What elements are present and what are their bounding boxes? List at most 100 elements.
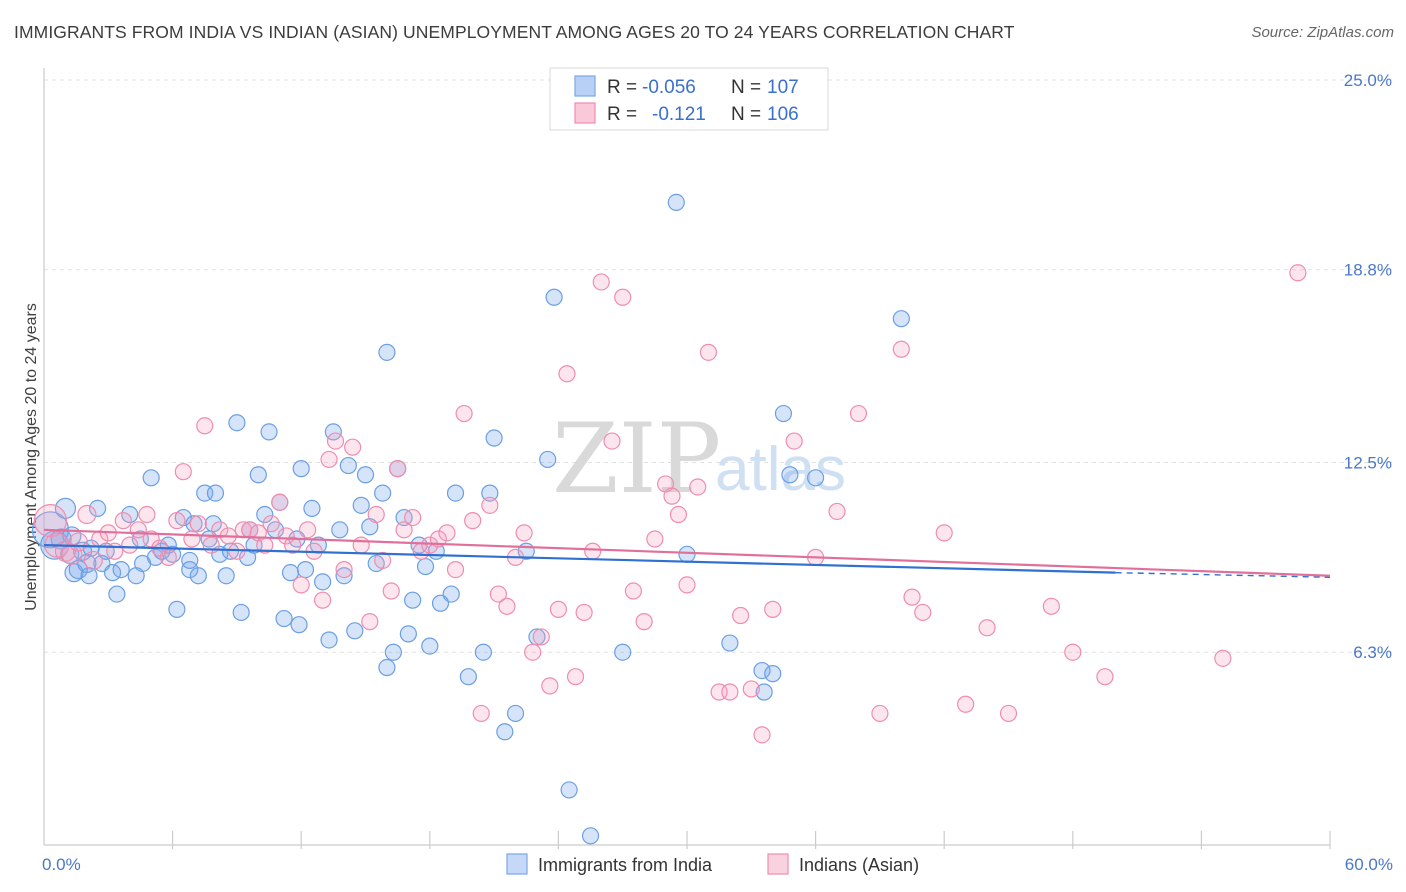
watermark-atlas: atlas <box>715 435 846 504</box>
data-point <box>77 504 97 525</box>
data-point <box>472 704 490 723</box>
data-point <box>206 484 225 502</box>
y-tick-label-2: 12.5% <box>1344 454 1392 473</box>
data-point <box>603 432 621 450</box>
data-point <box>1214 649 1232 667</box>
data-point <box>903 588 921 606</box>
data-point <box>299 521 317 539</box>
data-point <box>455 404 473 423</box>
data-point <box>106 542 124 560</box>
data-point <box>262 515 280 533</box>
data-point <box>303 499 321 517</box>
bottom-legend-label-asian: Indians (Asian) <box>799 855 919 875</box>
data-point <box>331 521 349 539</box>
data-point <box>335 560 353 579</box>
data-point <box>689 478 707 496</box>
data-point <box>389 460 407 478</box>
y-axis-title: Unemployment Among Ages 20 to 24 years <box>23 303 40 611</box>
data-point <box>828 502 846 521</box>
data-point <box>624 582 643 600</box>
data-point <box>204 515 222 533</box>
bottom-legend-swatch-asian <box>767 853 789 875</box>
data-point <box>320 631 338 649</box>
data-point <box>404 508 422 527</box>
data-point <box>999 704 1018 723</box>
data-point <box>914 603 932 622</box>
source-label: Source: ZipAtlas.com <box>1251 24 1394 41</box>
x-tick-label-0: 0.0% <box>42 855 81 874</box>
data-point <box>524 643 542 661</box>
data-point <box>189 567 207 585</box>
data-point <box>1042 597 1060 615</box>
legend-r-label-asian: R = <box>607 104 637 125</box>
data-point <box>114 512 132 530</box>
data-point <box>566 668 585 686</box>
data-point <box>1096 668 1114 686</box>
data-point <box>112 560 130 579</box>
data-point <box>442 585 460 603</box>
data-point <box>284 536 302 554</box>
data-point <box>256 505 274 524</box>
x-ticks <box>172 831 1331 849</box>
data-point <box>181 551 199 570</box>
data-point <box>581 827 600 845</box>
data-point <box>635 613 653 631</box>
correlation-legend: R = -0.056 N = 107 R = -0.121 N = 106 <box>549 67 829 131</box>
bottom-legend-swatch-india <box>506 853 528 875</box>
data-point <box>142 469 160 487</box>
data-point <box>549 600 568 618</box>
data-point <box>721 634 739 652</box>
data-point <box>438 524 456 542</box>
watermark-zip: ZIP <box>552 403 721 515</box>
data-point <box>326 432 345 450</box>
y-tick-label-1: 18.8% <box>1344 261 1392 280</box>
series-legend: Immigrants from India Indians (Asian) <box>506 853 919 875</box>
data-point <box>421 637 439 655</box>
data-point <box>781 466 799 484</box>
data-point <box>485 429 503 447</box>
data-point <box>498 597 516 615</box>
data-point <box>421 536 439 554</box>
data-point <box>374 484 392 502</box>
data-point <box>88 499 107 517</box>
trend-line-0 <box>43 544 1116 574</box>
data-point <box>249 466 267 484</box>
data-point <box>346 622 364 640</box>
data-point <box>361 613 379 631</box>
data-point <box>277 527 295 545</box>
data-point <box>446 484 465 502</box>
series-indians-asian-points <box>33 264 1307 744</box>
data-point <box>296 560 315 579</box>
data-point <box>481 484 499 502</box>
data-point <box>935 524 953 542</box>
data-point <box>68 532 88 552</box>
data-point <box>382 582 400 600</box>
data-point <box>133 554 152 573</box>
data-point <box>532 628 550 646</box>
data-point <box>774 404 793 423</box>
data-point <box>50 528 72 550</box>
data-point <box>871 704 889 723</box>
data-point <box>374 551 392 570</box>
legend-r-value-india: -0.056 <box>642 77 696 98</box>
data-point <box>108 585 126 603</box>
data-point <box>54 497 77 519</box>
data-point <box>541 677 559 695</box>
data-point <box>721 683 739 701</box>
x-tick-labels: 0.0% 60.0% <box>42 855 1393 874</box>
data-point <box>806 469 825 487</box>
data-point <box>121 505 139 524</box>
data-point <box>496 723 514 741</box>
bottom-legend-label-india: Immigrants from India <box>538 855 713 875</box>
data-point <box>892 340 910 358</box>
data-point <box>678 545 696 563</box>
legend-r-value-asian: -0.121 <box>652 104 706 125</box>
data-point <box>614 643 632 661</box>
data-point <box>678 576 696 594</box>
data-point <box>344 438 362 456</box>
data-point <box>196 417 214 435</box>
data-point <box>232 603 250 622</box>
data-point <box>515 524 533 542</box>
data-point <box>446 560 465 579</box>
